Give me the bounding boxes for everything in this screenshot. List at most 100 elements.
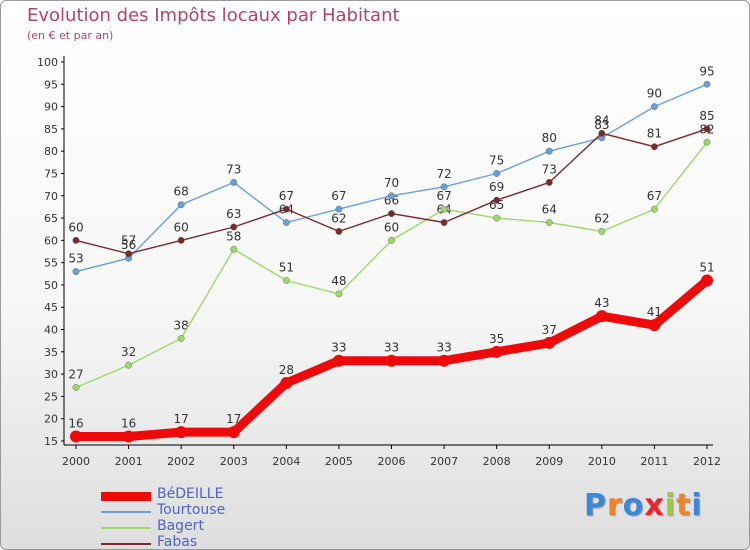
data-label: 51 bbox=[279, 260, 294, 274]
data-label: 95 bbox=[699, 64, 714, 78]
y-tick-label: 100 bbox=[37, 56, 58, 69]
data-point bbox=[545, 147, 553, 155]
x-tick-label: 2009 bbox=[535, 455, 563, 468]
y-tick-label: 20 bbox=[44, 413, 58, 426]
data-point bbox=[72, 236, 80, 244]
data-label: 51 bbox=[699, 260, 714, 274]
data-point bbox=[177, 335, 185, 342]
logo-letter: o bbox=[622, 488, 645, 523]
data-point bbox=[651, 205, 658, 213]
data-label: 37 bbox=[542, 323, 557, 337]
data-label: 67 bbox=[436, 189, 451, 203]
logo-letter: P bbox=[584, 488, 607, 523]
data-point bbox=[280, 377, 293, 390]
data-point bbox=[440, 183, 448, 191]
data-point bbox=[125, 361, 132, 369]
y-tick-label: 15 bbox=[44, 435, 58, 448]
data-point bbox=[493, 214, 501, 222]
x-tick-label: 2001 bbox=[115, 455, 143, 468]
data-label: 72 bbox=[436, 167, 451, 181]
data-label: 81 bbox=[647, 127, 662, 141]
data-point bbox=[388, 192, 395, 200]
x-tick-label: 2008 bbox=[483, 455, 511, 468]
data-point bbox=[543, 336, 556, 349]
data-point bbox=[595, 310, 608, 323]
data-point bbox=[227, 426, 240, 439]
data-label: 84 bbox=[594, 113, 609, 127]
y-tick-label: 90 bbox=[44, 101, 58, 114]
data-label: 83 bbox=[594, 118, 609, 132]
data-label: 73 bbox=[226, 162, 241, 176]
data-label: 43 bbox=[594, 296, 609, 310]
data-point bbox=[385, 354, 398, 367]
y-tick-label: 25 bbox=[44, 390, 58, 403]
data-label: 16 bbox=[68, 417, 83, 431]
data-point bbox=[70, 430, 82, 443]
legend-swatch bbox=[101, 527, 151, 529]
series-0 bbox=[70, 274, 713, 443]
legend-label: Fabas bbox=[157, 534, 198, 550]
x-tick-label: 2007 bbox=[430, 455, 458, 468]
logo-letter: x bbox=[644, 488, 665, 523]
data-label: 33 bbox=[331, 341, 346, 355]
data-label: 28 bbox=[279, 363, 294, 377]
data-point bbox=[648, 319, 661, 332]
data-point bbox=[177, 201, 185, 209]
data-point bbox=[651, 143, 658, 151]
data-label: 80 bbox=[542, 131, 557, 145]
legend-swatch bbox=[101, 511, 151, 513]
data-point bbox=[440, 219, 448, 226]
y-tick-label: 55 bbox=[44, 257, 58, 270]
x-tick-label: 2005 bbox=[325, 455, 353, 468]
data-point bbox=[493, 196, 501, 204]
logo-letter: r bbox=[607, 488, 623, 523]
data-point bbox=[230, 178, 238, 186]
y-tick-label: 30 bbox=[44, 368, 58, 381]
data-label: 73 bbox=[542, 162, 557, 176]
data-label: 75 bbox=[489, 153, 504, 167]
data-label: 60 bbox=[68, 220, 83, 234]
y-tick-label: 75 bbox=[44, 167, 58, 180]
data-label: 60 bbox=[384, 220, 399, 234]
x-tick-label: 2002 bbox=[167, 455, 195, 468]
y-tick-label: 95 bbox=[44, 78, 58, 91]
data-point bbox=[651, 103, 658, 110]
logo-letter: t bbox=[676, 488, 692, 523]
data-label: 68 bbox=[174, 185, 189, 199]
legend-swatch bbox=[101, 491, 151, 501]
data-point bbox=[493, 170, 501, 177]
data-point bbox=[388, 236, 395, 244]
x-tick-label: 2003 bbox=[220, 455, 248, 468]
data-labels: 1616171728333333353743415153566873646770… bbox=[68, 64, 714, 430]
data-label: 70 bbox=[384, 176, 399, 190]
data-label: 67 bbox=[647, 189, 662, 203]
legend-label: BéDEILLE bbox=[157, 486, 224, 502]
data-point bbox=[545, 178, 553, 186]
legend-swatch bbox=[101, 543, 151, 545]
logo-letter: i bbox=[691, 488, 703, 523]
data-label: 33 bbox=[384, 341, 399, 355]
data-point bbox=[335, 290, 343, 298]
data-label: 16 bbox=[121, 417, 136, 431]
x-tick-label: 2010 bbox=[588, 455, 616, 468]
data-point bbox=[335, 205, 343, 213]
data-label: 33 bbox=[436, 341, 451, 355]
y-tick-label: 65 bbox=[44, 212, 58, 225]
x-tick-label: 2011 bbox=[640, 455, 668, 468]
data-label: 85 bbox=[699, 109, 714, 123]
data-point bbox=[490, 345, 503, 358]
data-label: 57 bbox=[121, 234, 136, 248]
data-point bbox=[703, 80, 711, 88]
data-label: 48 bbox=[331, 274, 346, 288]
data-point bbox=[598, 129, 606, 137]
data-point bbox=[388, 210, 395, 218]
data-point bbox=[72, 384, 80, 391]
axes: 15 20 25 30 35 40 45 50 55 60 65 70 75 80 85 90 95 100 200… bbox=[37, 56, 721, 468]
data-label: 38 bbox=[174, 318, 189, 332]
data-label: 27 bbox=[68, 367, 83, 381]
y-tick-label: 45 bbox=[44, 301, 58, 314]
data-label: 17 bbox=[174, 412, 189, 426]
data-point bbox=[175, 426, 188, 439]
